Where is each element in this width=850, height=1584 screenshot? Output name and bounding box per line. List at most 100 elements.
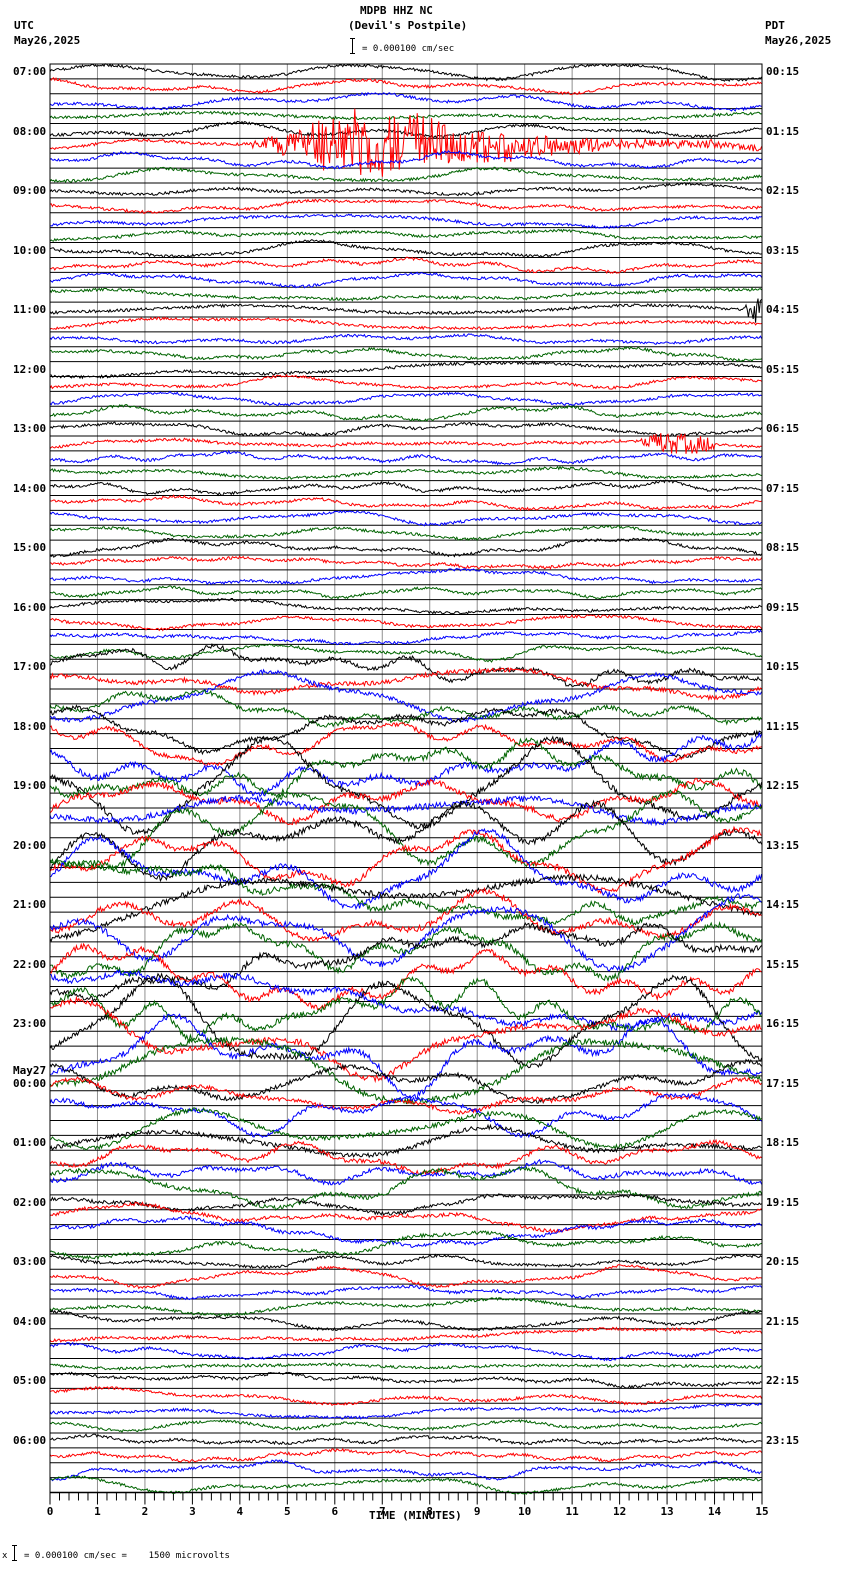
seismic-trace <box>49 524 762 541</box>
pdt-hour-label: 03:15 <box>766 243 800 257</box>
seismic-trace <box>49 667 762 702</box>
seismic-trace <box>49 1201 762 1234</box>
seismic-trace <box>49 643 762 688</box>
pdt-hour-label: 00:15 <box>766 65 800 78</box>
x-tick-label: 0 <box>46 1505 54 1519</box>
utc-hour-label: 22:00 <box>13 957 47 971</box>
seismic-trace <box>49 494 762 512</box>
seismic-trace <box>49 825 762 895</box>
footer-scale-bar-icon <box>12 1545 17 1561</box>
seismic-trace <box>49 975 762 1042</box>
seismic-trace <box>49 731 763 798</box>
seismic-trace <box>49 1106 762 1151</box>
seismic-trace <box>49 1433 762 1446</box>
seismic-trace <box>49 1123 762 1159</box>
x-tick-label: 6 <box>331 1505 339 1519</box>
seismic-trace <box>49 921 762 1003</box>
seismic-trace <box>49 614 762 632</box>
seismic-trace <box>49 404 762 422</box>
utc-hour-label: 05:00 <box>13 1374 47 1388</box>
station-title: MDPB HHZ NC <box>360 4 433 17</box>
utc-hour-label: 09:00 <box>13 184 47 198</box>
seismic-trace <box>49 77 762 96</box>
seismic-trace <box>49 373 762 391</box>
x-tick-label: 13 <box>660 1505 674 1519</box>
utc-hour-label: 00:00 <box>13 1076 47 1090</box>
utc-hour-label: 21:00 <box>13 898 47 912</box>
utc-hour-label: 12:00 <box>13 362 47 376</box>
x-tick-label: 14 <box>707 1505 722 1519</box>
utc-hour-label: 10:00 <box>13 243 47 257</box>
seismic-trace <box>49 858 762 926</box>
utc-hour-label: 18:00 <box>13 719 47 733</box>
x-axis-title: TIME (MINUTES) <box>369 1509 462 1522</box>
seismic-trace <box>49 1230 762 1261</box>
seismic-trace <box>49 1058 762 1104</box>
seismic-trace <box>49 316 762 331</box>
seismic-trace <box>49 287 762 302</box>
seismic-trace <box>49 1362 762 1371</box>
utc-hour-label: 03:00 <box>13 1255 47 1269</box>
seismic-trace <box>49 537 762 558</box>
utc-hour-label: 02:00 <box>13 1195 47 1209</box>
pdt-hour-label: 04:15 <box>766 303 800 317</box>
right-timezone: PDT <box>765 19 785 32</box>
seismic-trace <box>49 1013 762 1100</box>
seismic-trace <box>49 1138 762 1176</box>
seismic-trace <box>49 1253 762 1270</box>
footer-scale-text: = 0.000100 cm/sec = 1500 microvolts <box>24 1551 230 1561</box>
utc-hour-label: 13:00 <box>13 422 47 436</box>
seismic-trace <box>49 995 762 1084</box>
station-location: (Devil's Postpile) <box>348 19 468 32</box>
seismic-trace <box>49 346 762 363</box>
x-tick-label: 7 <box>378 1505 386 1519</box>
seismic-trace <box>49 921 763 983</box>
seismic-trace <box>49 166 762 184</box>
seismic-trace <box>49 704 762 759</box>
pdt-hour-label: 06:15 <box>766 422 800 436</box>
scale-bar-icon <box>350 38 355 54</box>
seismic-trace <box>49 91 762 112</box>
pdt-hour-label: 09:15 <box>766 600 800 614</box>
seismic-trace <box>49 1215 762 1249</box>
left-date: May26,2025 <box>14 34 81 47</box>
pdt-hour-label: 22:15 <box>766 1374 800 1388</box>
x-tick-label: 2 <box>141 1505 149 1519</box>
seismic-trace <box>49 1326 763 1343</box>
scale-text: = 0.000100 cm/sec <box>362 44 455 54</box>
seismic-trace <box>49 827 763 911</box>
seismic-trace <box>49 421 763 438</box>
seismic-trace <box>49 689 762 728</box>
seismic-trace <box>49 1385 763 1406</box>
pdt-hour-label: 02:15 <box>766 184 800 198</box>
x-tick-label: 10 <box>518 1505 532 1519</box>
seismic-trace <box>49 873 763 943</box>
utc-hour-label: 15:00 <box>13 541 47 555</box>
pdt-hour-label: 01:15 <box>766 124 800 138</box>
utc-hour-label: 14:00 <box>13 481 47 495</box>
seismic-trace <box>49 1297 762 1318</box>
pdt-hour-label: 15:15 <box>766 957 800 971</box>
seismic-trace <box>49 198 762 214</box>
footer-scale-prefix: x <box>2 1551 8 1561</box>
seismic-trace <box>49 567 762 586</box>
utc-hour-label: 16:00 <box>13 600 47 614</box>
pdt-hour-label: 20:15 <box>766 1255 800 1269</box>
x-tick-label: 5 <box>284 1505 291 1519</box>
x-tick-label: 15 <box>755 1505 769 1519</box>
seismic-trace <box>49 893 762 973</box>
utc-hour-label: 11:00 <box>13 303 47 317</box>
seismic-trace <box>49 886 762 943</box>
seismic-trace <box>49 509 762 527</box>
utc-hour-label: 19:00 <box>13 779 47 793</box>
seismic-trace <box>49 1341 762 1362</box>
seismic-trace <box>49 332 763 346</box>
seismic-trace <box>49 432 762 454</box>
seismic-trace <box>49 256 762 275</box>
pdt-hour-label: 17:15 <box>766 1076 800 1090</box>
seismic-trace <box>49 735 763 835</box>
seismic-trace <box>49 789 763 871</box>
pdt-hour-label: 11:15 <box>766 719 800 733</box>
utc-hour-label: 06:00 <box>13 1433 47 1447</box>
